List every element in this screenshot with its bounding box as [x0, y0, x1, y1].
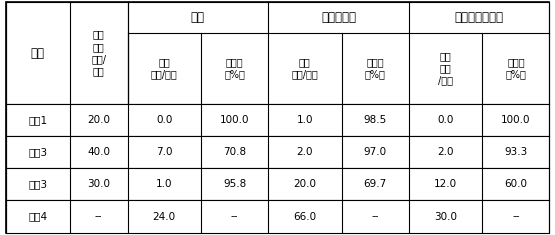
Text: 0.0: 0.0	[437, 115, 453, 125]
Text: 12.0: 12.0	[434, 179, 457, 189]
Text: 株防效
（%）: 株防效 （%）	[506, 57, 526, 79]
Text: 97.0: 97.0	[364, 147, 387, 157]
Text: 20.0: 20.0	[294, 179, 316, 189]
Text: 处理3: 处理3	[28, 179, 47, 189]
Text: 株数
（株
/㎡）: 株数 （株 /㎡）	[438, 51, 453, 86]
Text: 69.7: 69.7	[364, 179, 387, 189]
Text: 制剂
用量
（克/
亩）: 制剂 用量 （克/ 亩）	[91, 29, 106, 77]
Bar	[6, 136, 549, 168]
Text: --: --	[512, 212, 519, 222]
Bar	[6, 104, 549, 136]
Text: 30.0: 30.0	[87, 179, 110, 189]
Text: 60.0: 60.0	[504, 179, 527, 189]
Text: 1.0: 1.0	[156, 179, 173, 189]
Text: 95.8: 95.8	[223, 179, 246, 189]
Text: 处理3: 处理3	[28, 147, 47, 157]
Text: 7.0: 7.0	[156, 147, 173, 157]
Text: 处理1: 处理1	[28, 115, 47, 125]
Bar	[6, 200, 549, 233]
Text: 66.0: 66.0	[294, 212, 316, 222]
Text: 处理: 处理	[31, 47, 44, 59]
Bar	[6, 168, 549, 200]
Text: 30.0: 30.0	[434, 212, 457, 222]
Bar	[6, 2, 549, 104]
Text: 一年生阔叶杂草: 一年生阔叶杂草	[455, 11, 503, 24]
Text: 20.0: 20.0	[87, 115, 110, 125]
Text: 2.0: 2.0	[437, 147, 454, 157]
Text: 98.5: 98.5	[364, 115, 387, 125]
Text: 处理4: 处理4	[28, 212, 47, 222]
Text: 株数
（株/㎡）: 株数 （株/㎡）	[151, 57, 178, 79]
Text: --: --	[231, 212, 238, 222]
Text: 莎草科杂草: 莎草科杂草	[321, 11, 356, 24]
Text: 100.0: 100.0	[501, 115, 531, 125]
Text: 93.3: 93.3	[504, 147, 527, 157]
Text: 40.0: 40.0	[87, 147, 110, 157]
Text: 70.8: 70.8	[223, 147, 246, 157]
Text: 2.0: 2.0	[296, 147, 313, 157]
Text: 稗草: 稗草	[191, 11, 205, 24]
Text: 100.0: 100.0	[220, 115, 249, 125]
Text: --: --	[95, 212, 102, 222]
Text: --: --	[371, 212, 379, 222]
Text: 1.0: 1.0	[296, 115, 313, 125]
Text: 24.0: 24.0	[153, 212, 176, 222]
Text: 株防效
（%）: 株防效 （%）	[224, 57, 245, 79]
Text: 株数
（株/㎡）: 株数 （株/㎡）	[291, 57, 318, 79]
Text: 0.0: 0.0	[156, 115, 173, 125]
Text: 株防效
（%）: 株防效 （%）	[365, 57, 386, 79]
